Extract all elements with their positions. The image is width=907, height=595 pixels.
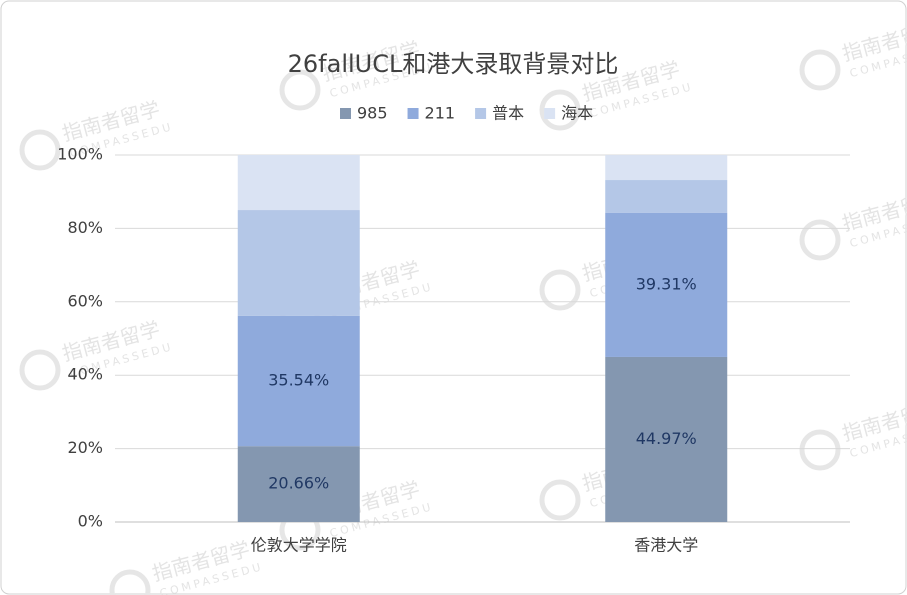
bar-segment [237, 315, 360, 447]
y-tick-label: 40% [67, 365, 103, 384]
watermark-logo [539, 89, 581, 131]
y-tick-label: 60% [67, 291, 103, 310]
y-tick-label: 0% [78, 512, 103, 531]
watermark-logo [19, 349, 61, 391]
legend-label: 普本 [492, 104, 524, 123]
legend-swatch [544, 108, 556, 119]
watermark-logo [19, 129, 61, 171]
bar-segment [605, 212, 728, 357]
bar-segment [605, 356, 728, 522]
legend-swatch [475, 108, 487, 119]
legend-label: 211 [425, 104, 456, 123]
data-label: 39.31% [636, 274, 697, 293]
legend-label: 985 [357, 104, 388, 123]
legend-label: 海本 [561, 104, 593, 123]
watermark-logo [539, 479, 581, 521]
legend-swatch [340, 108, 351, 119]
x-tick-label: 伦敦大学学院 [251, 536, 347, 555]
legend-swatch [407, 108, 419, 119]
watermark-logo [799, 429, 841, 471]
watermark-logo [539, 269, 581, 311]
y-tick-label: 100% [57, 145, 103, 164]
y-tick-label: 20% [67, 438, 103, 457]
watermark-logo [799, 219, 841, 261]
bar-segment [237, 155, 360, 211]
chart-title: 26fallUCL和港大录取背景对比 [288, 50, 619, 78]
data-label: 35.54% [268, 370, 329, 389]
bar-segment [237, 446, 360, 522]
data-label: 20.66% [268, 474, 329, 493]
bar-segment [605, 180, 728, 213]
bar-segment [237, 210, 360, 316]
data-label: 44.97% [636, 429, 697, 448]
bar-segment [605, 155, 728, 181]
y-tick-label: 80% [67, 218, 103, 237]
watermark-logo [109, 569, 151, 595]
watermark-logo [279, 69, 321, 111]
watermark-logo [799, 49, 841, 91]
x-tick-label: 香港大学 [634, 536, 698, 555]
